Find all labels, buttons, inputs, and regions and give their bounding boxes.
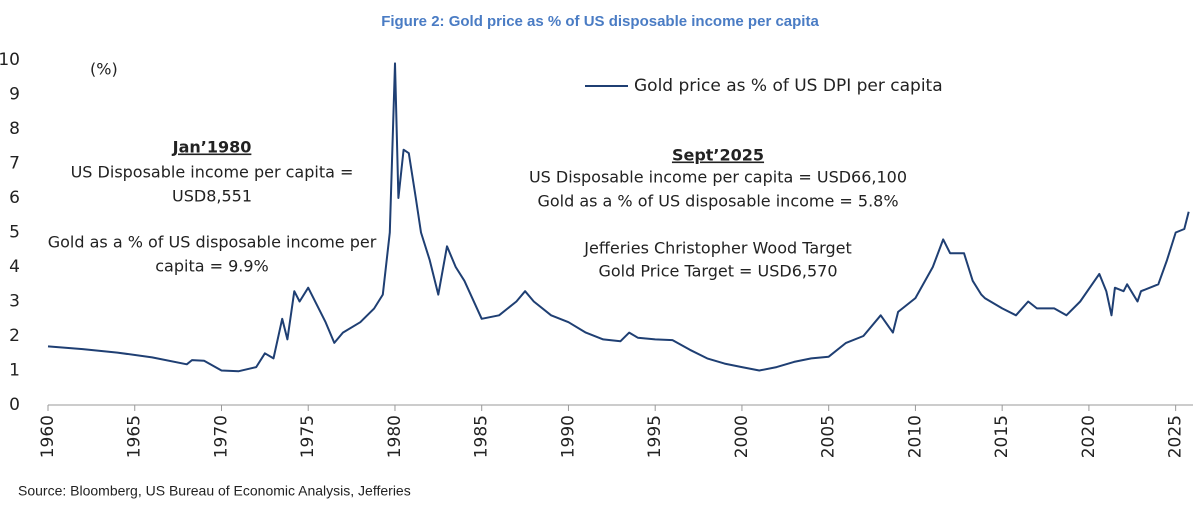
annotation-text: Gold as a % of US disposable income = 5.… [537, 192, 898, 211]
x-tick-label: 1980 [385, 415, 405, 458]
y-tick-label: 10 [0, 50, 20, 70]
y-tick-label: 8 [9, 119, 20, 139]
annotation-text: Jefferies Christopher Wood Target [583, 239, 851, 258]
x-tick-label: 1995 [645, 415, 665, 458]
annotation-text: Gold as a % of US disposable income per [48, 233, 377, 252]
y-tick-label: 4 [9, 257, 20, 277]
x-tick-label: 2020 [1079, 415, 1099, 458]
annotation-text: Gold Price Target = USD6,570 [598, 262, 837, 281]
x-tick-label: 1985 [472, 415, 492, 458]
x-tick-label: 1975 [298, 415, 318, 458]
x-tick-label: 1990 [558, 415, 578, 458]
data-line [47, 62, 1190, 373]
y-tick-label: 3 [9, 292, 20, 312]
x-tick-label: 1970 [211, 415, 231, 458]
y-tick-label: 1 [9, 361, 20, 381]
annotation-heading: Sept’2025 [672, 146, 764, 165]
annotation-heading: Jan’1980 [172, 138, 252, 157]
x-tick-label: 2005 [819, 415, 839, 458]
x-tick-label: 2025 [1166, 415, 1186, 458]
y-unit: (%) [90, 60, 118, 79]
annotation-text: US Disposable income per capita = [71, 163, 354, 182]
y-tick-label: 6 [9, 188, 20, 208]
x-tick-label: 2000 [732, 415, 752, 458]
x-tick-label: 1960 [38, 415, 58, 458]
annotation-text: USD8,551 [172, 187, 252, 206]
y-tick-label: 0 [9, 395, 20, 415]
annotation-text: US Disposable income per capita = USD66,… [529, 168, 907, 187]
x-tick-label: 2015 [992, 415, 1012, 458]
y-tick-label: 7 [9, 154, 20, 174]
annotation-text: capita = 9.9% [155, 257, 269, 276]
x-tick-label: 1965 [125, 415, 145, 458]
y-tick-label: 9 [9, 85, 20, 105]
source: Source: Bloomberg, US Bureau of Economic… [18, 483, 411, 499]
x-tick-label: 2010 [905, 415, 925, 458]
y-tick-label: 5 [9, 223, 20, 243]
legend-label: Gold price as % of US DPI per capita [634, 76, 943, 96]
chart-title: Figure 2: Gold price as % of US disposab… [381, 13, 819, 30]
y-tick-label: 2 [9, 326, 20, 346]
